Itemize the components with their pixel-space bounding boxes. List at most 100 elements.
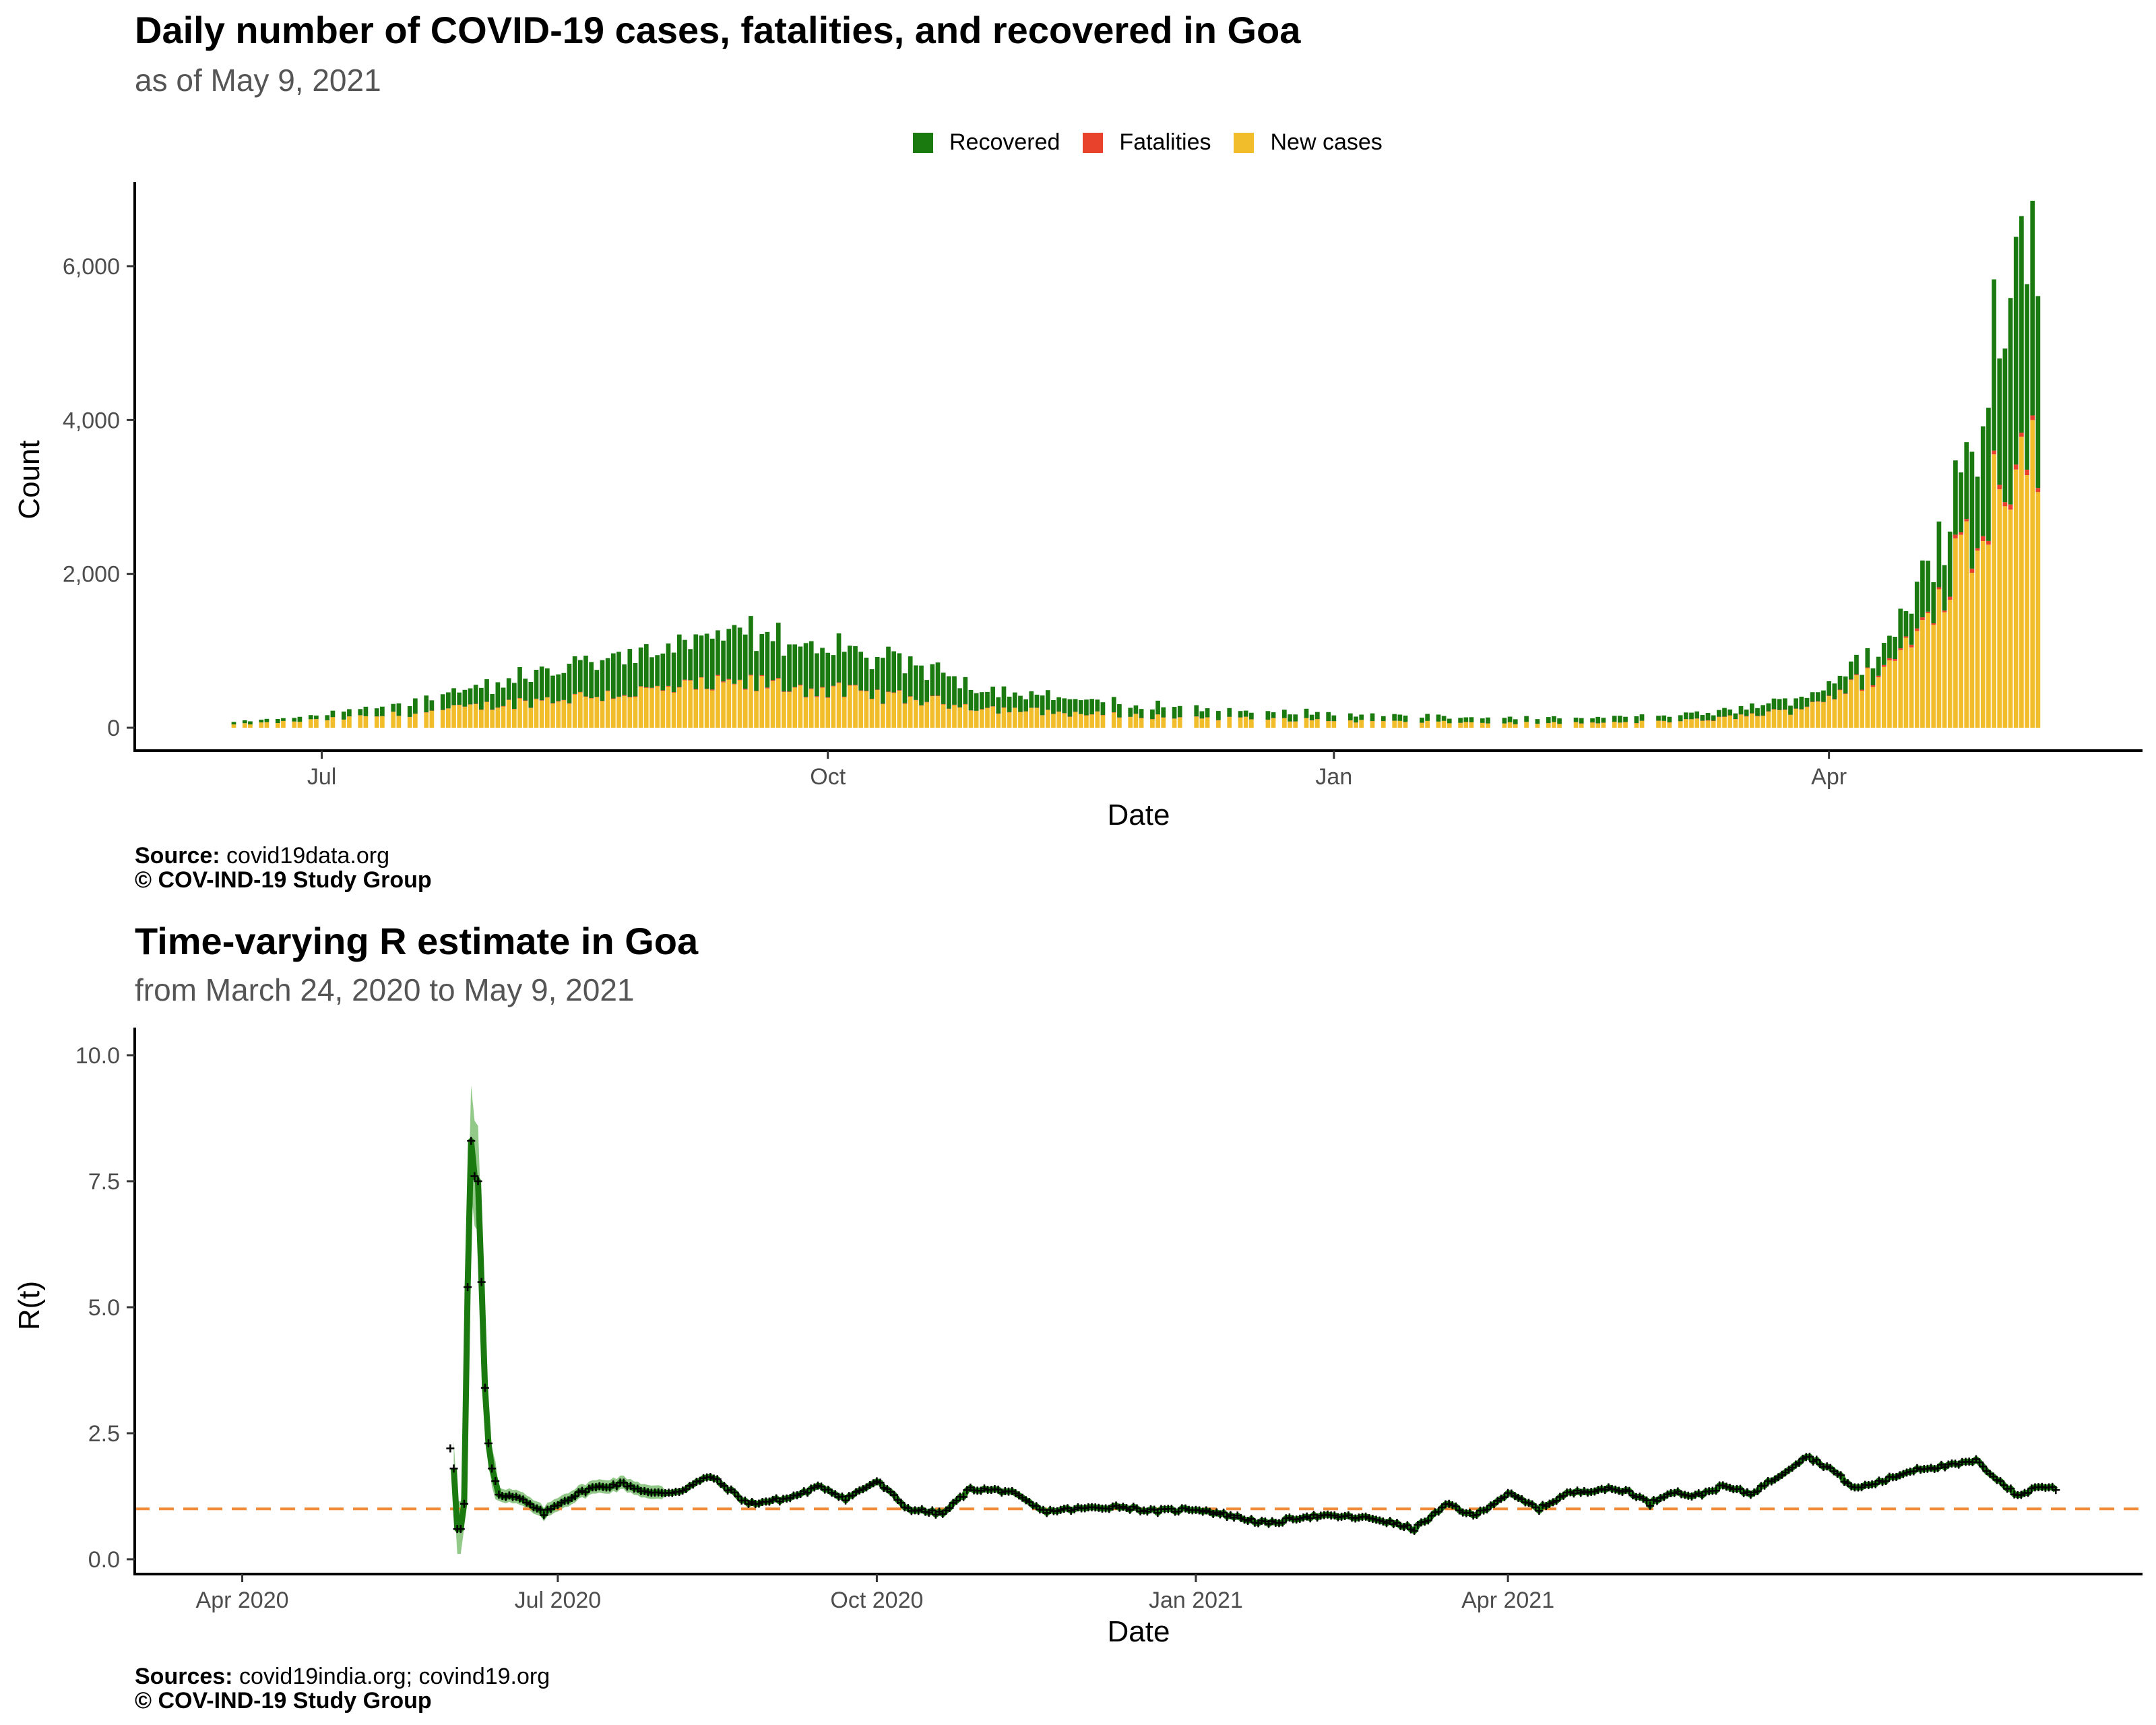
bar-new-cases xyxy=(858,691,864,728)
cases-day-bar xyxy=(693,634,699,728)
bar-new-cases xyxy=(1612,722,1617,728)
bar-new-cases xyxy=(446,708,451,728)
bar-new-cases xyxy=(749,675,753,728)
bar-fatalities xyxy=(1947,596,1953,600)
bar-fatalities xyxy=(1914,628,1920,631)
cases-day-bar xyxy=(1634,716,1639,728)
bar-new-cases xyxy=(1700,720,1705,728)
y-tick-label: 10.0 xyxy=(75,1043,120,1069)
bar-recovered xyxy=(1634,716,1639,724)
cases-day-bar xyxy=(1870,668,1876,728)
bar-new-cases xyxy=(1788,715,1793,728)
bar-new-cases xyxy=(1117,718,1122,728)
bar-recovered xyxy=(1903,610,1909,637)
bar-recovered xyxy=(1694,711,1700,719)
bar-recovered xyxy=(1936,522,1942,588)
bar-fatalities xyxy=(2025,469,2029,475)
bar-new-cases xyxy=(1480,722,1485,728)
bar-new-cases xyxy=(666,686,671,728)
cases-day-bar xyxy=(913,665,918,728)
bar-recovered xyxy=(511,683,517,709)
cases-day-bar xyxy=(1810,692,1815,728)
cases-day-bar xyxy=(374,708,379,728)
bar-new-cases xyxy=(881,703,885,728)
cases-day-bar xyxy=(666,643,671,728)
cases-day-bar xyxy=(1881,643,1886,728)
bar-new-cases xyxy=(1876,677,1881,728)
bar-recovered xyxy=(858,652,864,691)
bar-recovered xyxy=(941,672,946,704)
r-point xyxy=(2024,1488,2033,1497)
cases-day-bar xyxy=(2013,237,2019,728)
bar-fatalities xyxy=(902,703,908,704)
cases-day-bar xyxy=(1804,697,1810,728)
r-point xyxy=(488,1464,497,1473)
bar-fatalities xyxy=(1920,617,1925,621)
bar-fatalities xyxy=(1881,664,1886,667)
cases-day-bar xyxy=(1172,707,1177,728)
bar-recovered xyxy=(1854,654,1859,675)
bar-recovered xyxy=(815,653,819,697)
r-point xyxy=(842,1496,850,1505)
r-point xyxy=(449,1464,458,1473)
bar-new-cases xyxy=(1100,715,1106,728)
bar-recovered xyxy=(446,692,451,709)
bar-recovered xyxy=(853,646,858,685)
bar-recovered xyxy=(1265,711,1271,720)
y-tick-label: 4,000 xyxy=(63,408,120,433)
cases-day-bar xyxy=(407,705,412,728)
bar-new-cases xyxy=(1463,722,1469,728)
bar-fatalities xyxy=(660,690,666,691)
bar-recovered xyxy=(1980,426,1986,536)
bar-new-cases xyxy=(479,710,484,728)
bar-recovered xyxy=(1029,691,1034,708)
bar-new-cases xyxy=(577,692,583,728)
bar-fatalities xyxy=(897,690,902,691)
bar-recovered xyxy=(886,646,891,692)
cases-day-bar xyxy=(1865,648,1870,728)
bar-recovered xyxy=(1458,718,1463,723)
bar-new-cases xyxy=(1288,721,1292,728)
r-point xyxy=(464,1283,472,1292)
cases-day-bar xyxy=(1381,716,1386,728)
bar-new-cases xyxy=(264,722,270,728)
bar-recovered xyxy=(1727,709,1733,716)
bar-recovered xyxy=(572,656,577,694)
bar-recovered xyxy=(742,634,748,689)
cases-day-bar xyxy=(1128,708,1133,728)
bar-new-cases xyxy=(963,704,968,728)
bar-recovered xyxy=(1326,712,1331,721)
cases-day-bar xyxy=(468,688,473,728)
bar-new-cases xyxy=(1590,722,1595,728)
bar-recovered xyxy=(1618,716,1622,723)
cases-day-bar xyxy=(1936,522,1942,728)
legend-label-recovered: Recovered xyxy=(949,129,1060,155)
cases-day-bar xyxy=(1992,279,1996,728)
x-tick-label: Oct xyxy=(810,764,846,790)
cases-bars xyxy=(231,200,2041,728)
bar-fatalities xyxy=(1997,484,2002,490)
cases-day-bar xyxy=(1827,681,1831,728)
r-point xyxy=(1424,1516,1432,1525)
r-point xyxy=(1625,1486,1634,1495)
bar-fatalities xyxy=(1111,712,1116,713)
cases-day-bar xyxy=(1854,654,1859,728)
bar-new-cases xyxy=(374,716,379,728)
cases-day-bar xyxy=(440,694,445,728)
bar-recovered xyxy=(1716,710,1721,717)
bar-new-cases xyxy=(1936,589,1942,728)
cases-day-bar xyxy=(1304,708,1309,728)
bar-new-cases xyxy=(358,715,363,728)
bar-recovered xyxy=(1397,714,1403,721)
cases-day-bar xyxy=(1860,675,1864,728)
bar-recovered xyxy=(583,656,588,697)
bar-new-cases xyxy=(815,697,819,728)
bar-recovered xyxy=(1172,707,1177,719)
bar-new-cases xyxy=(1012,708,1017,728)
bar-new-cases xyxy=(759,676,765,728)
cases-day-bar xyxy=(363,706,369,728)
cases-day-bar xyxy=(1205,708,1210,728)
r-x-ticks: Apr 2020 Jul 2020 Oct 2020 Jan 2021 Apr 2021 xyxy=(196,1574,1554,1613)
bar-new-cases xyxy=(1837,690,1843,728)
bar-recovered xyxy=(544,668,550,697)
